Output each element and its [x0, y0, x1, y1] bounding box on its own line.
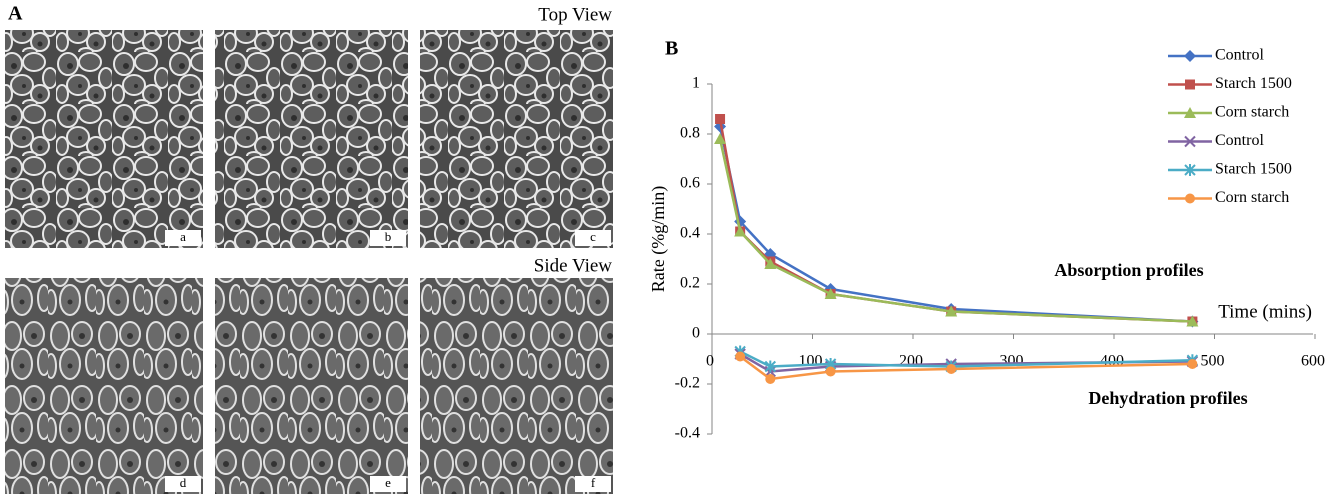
legend-marker: [1184, 107, 1196, 118]
marker: [764, 360, 777, 373]
x-tick-label: 200: [899, 353, 923, 370]
x-tick-label: 0: [706, 353, 714, 370]
x-axis-label: Time (mins): [1218, 301, 1312, 322]
marker: [1187, 359, 1198, 369]
sem-image: [5, 278, 203, 494]
view-label: Top View: [538, 4, 612, 25]
x-tick-label: 500: [1201, 353, 1225, 370]
image-label-box: [165, 230, 201, 246]
legend-marker: [1185, 193, 1195, 204]
image-label-box: [370, 476, 406, 492]
sem-image: [215, 278, 408, 494]
series-line: [718, 118, 1193, 323]
marker: [824, 288, 837, 299]
legend-label: Control: [1215, 132, 1264, 149]
marker: [945, 305, 958, 317]
sem-image: [215, 30, 408, 248]
legend-label: Starch 1500: [1215, 75, 1292, 92]
y-tick-label: 0.2: [680, 275, 700, 292]
image-label-box: [370, 230, 406, 246]
marker: [715, 114, 726, 124]
legend: Control Starch 1500 Corn starch Control Star…: [1168, 47, 1292, 206]
annotation: Absorption profiles: [1054, 260, 1203, 280]
panel-label: A: [8, 3, 23, 25]
marker: [946, 364, 957, 374]
marker: [764, 258, 777, 269]
marker: [825, 366, 836, 377]
image-label: d: [180, 475, 187, 490]
panel-label: B: [665, 38, 678, 60]
image-label-box: [575, 476, 611, 492]
series-line: [718, 126, 1193, 323]
x-tick-label: 600: [1301, 353, 1325, 370]
series-line: [718, 138, 1193, 323]
y-tick-label: 0.6: [680, 175, 700, 192]
marker: [714, 133, 727, 144]
image-label-box: [165, 476, 201, 492]
view-label: Side View: [534, 255, 612, 276]
legend-marker: [1184, 135, 1196, 148]
marker: [735, 351, 746, 362]
legend-marker: [1185, 79, 1195, 90]
panel-b: B-0.4-0.200.20.40.60.810 100 200 300 400 500 6…: [648, 38, 1325, 442]
legend-label: Starch 1500: [1215, 161, 1292, 178]
marker: [1186, 315, 1199, 327]
image-label: a: [180, 229, 186, 244]
legend-label: Control: [1215, 47, 1264, 64]
image-label: f: [591, 475, 596, 490]
y-tick-label: -0.2: [675, 375, 700, 392]
image-label: e: [385, 475, 391, 490]
y-tick-label: -0.4: [675, 425, 700, 442]
image-label: b: [385, 229, 392, 244]
sem-image: [5, 30, 203, 248]
y-tick-label: 0.4: [680, 225, 700, 242]
legend-marker: [1184, 164, 1196, 176]
legend-marker: [1184, 50, 1196, 62]
image-label-box: [575, 230, 611, 246]
annotation: Dehydration profiles: [1088, 388, 1247, 408]
image-label: c: [590, 229, 596, 244]
image-labels: a b c d e f: [165, 229, 611, 492]
marker: [734, 225, 747, 237]
panel-a: A Top View Side View: [5, 3, 613, 494]
sem-image: [420, 30, 613, 248]
y-tick-label: 0: [692, 325, 700, 342]
legend-label: Corn starch: [1215, 104, 1289, 121]
marker: [765, 374, 776, 384]
sem-image: [420, 278, 613, 494]
y-axis-label: Rate (%g/min): [648, 186, 669, 292]
y-tick-label: 0.8: [680, 125, 700, 142]
legend-label: Corn starch: [1215, 189, 1289, 206]
y-tick-label: 1: [692, 75, 700, 92]
